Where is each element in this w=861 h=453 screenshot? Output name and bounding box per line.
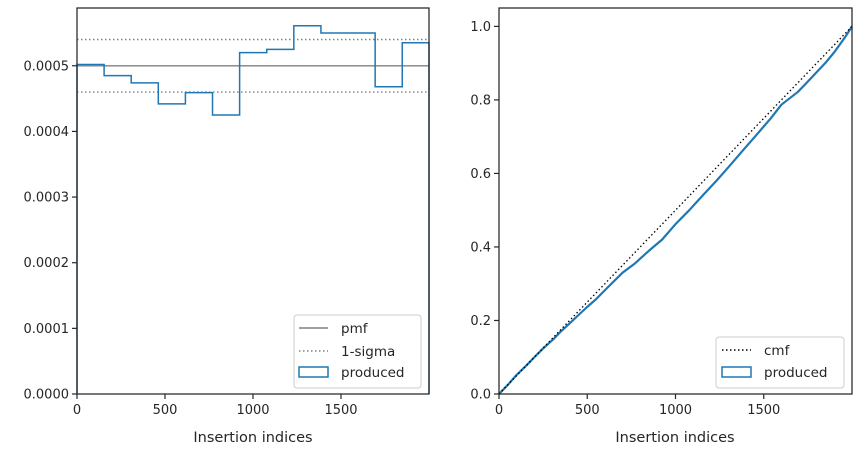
y-tick-label: 0.0000 [24, 388, 70, 403]
cumulative-panel: 0 500 1000 1500 0.0 0.2 0.4 0.6 0.8 1.0 Insertio… [470, 7, 853, 446]
x-axis-ticks: 0 500 1000 1500 [73, 394, 358, 418]
x-tick-label: 0 [73, 403, 81, 418]
y-axis-ticks: 0.0000 0.0001 0.0002 0.0003 0.0004 0.0005 [24, 59, 77, 403]
legend-produced-label: produced [341, 365, 405, 381]
legend-produced-swatch [298, 366, 329, 378]
x-axis-title: Insertion indices [615, 430, 734, 446]
legend-cmf-label: cmf [764, 343, 791, 359]
cmf-line [498, 25, 853, 395]
legend-pmf-label: pmf [341, 321, 369, 337]
y-tick-label: 0.8 [470, 93, 491, 108]
y-tick-label: 1.0 [470, 20, 491, 35]
x-axis-title: Insertion indices [193, 430, 312, 446]
x-tick-label: 0 [495, 403, 503, 418]
x-tick-label: 500 [575, 403, 600, 418]
legend-produced-swatch [721, 366, 752, 378]
legend-sigma-label: 1-sigma [341, 344, 395, 360]
plot-frame [498, 7, 853, 395]
histogram-panel: 0 500 1000 1500 0.00000.00010.00020.00030.0… [24, 7, 430, 446]
y-tick-label: 0.0003 [24, 191, 70, 206]
legend-frame [715, 336, 845, 389]
x-tick-label: 1500 [324, 403, 357, 418]
legend-frame [293, 314, 422, 389]
y-tick-label: 0.0 [470, 388, 491, 403]
x-tick-label: 1500 [747, 403, 780, 418]
x-axis-ticks: 0 500 1000 1500 [495, 394, 780, 418]
y-tick-label: 0.0002 [24, 256, 70, 271]
y-tick-label: 0.2 [470, 314, 491, 329]
y-tick-label: 0.4 [470, 240, 491, 255]
produced-step-line [76, 24, 430, 394]
legend: cmf produced [715, 336, 845, 389]
y-tick-label: 0.0004 [24, 125, 70, 140]
x-tick-label: 1000 [659, 403, 692, 418]
reference-lines [77, 38, 429, 93]
x-tick-label: 1000 [236, 403, 269, 418]
y-tick-label: 0.0005 [24, 59, 70, 74]
y-axis-ticks: 0.0 0.2 0.4 0.6 0.8 1.0 [470, 20, 499, 403]
y-tick-label: 0.6 [470, 167, 491, 182]
histogram-series [76, 24, 430, 394]
cumulative-series [498, 25, 853, 395]
legend-produced-label: produced [764, 365, 828, 381]
legend: pmf 1-sigma produced [293, 314, 422, 389]
produced-cumulative-line [498, 25, 853, 395]
x-tick-label: 500 [153, 403, 178, 418]
y-tick-label: 0.0001 [24, 322, 70, 337]
